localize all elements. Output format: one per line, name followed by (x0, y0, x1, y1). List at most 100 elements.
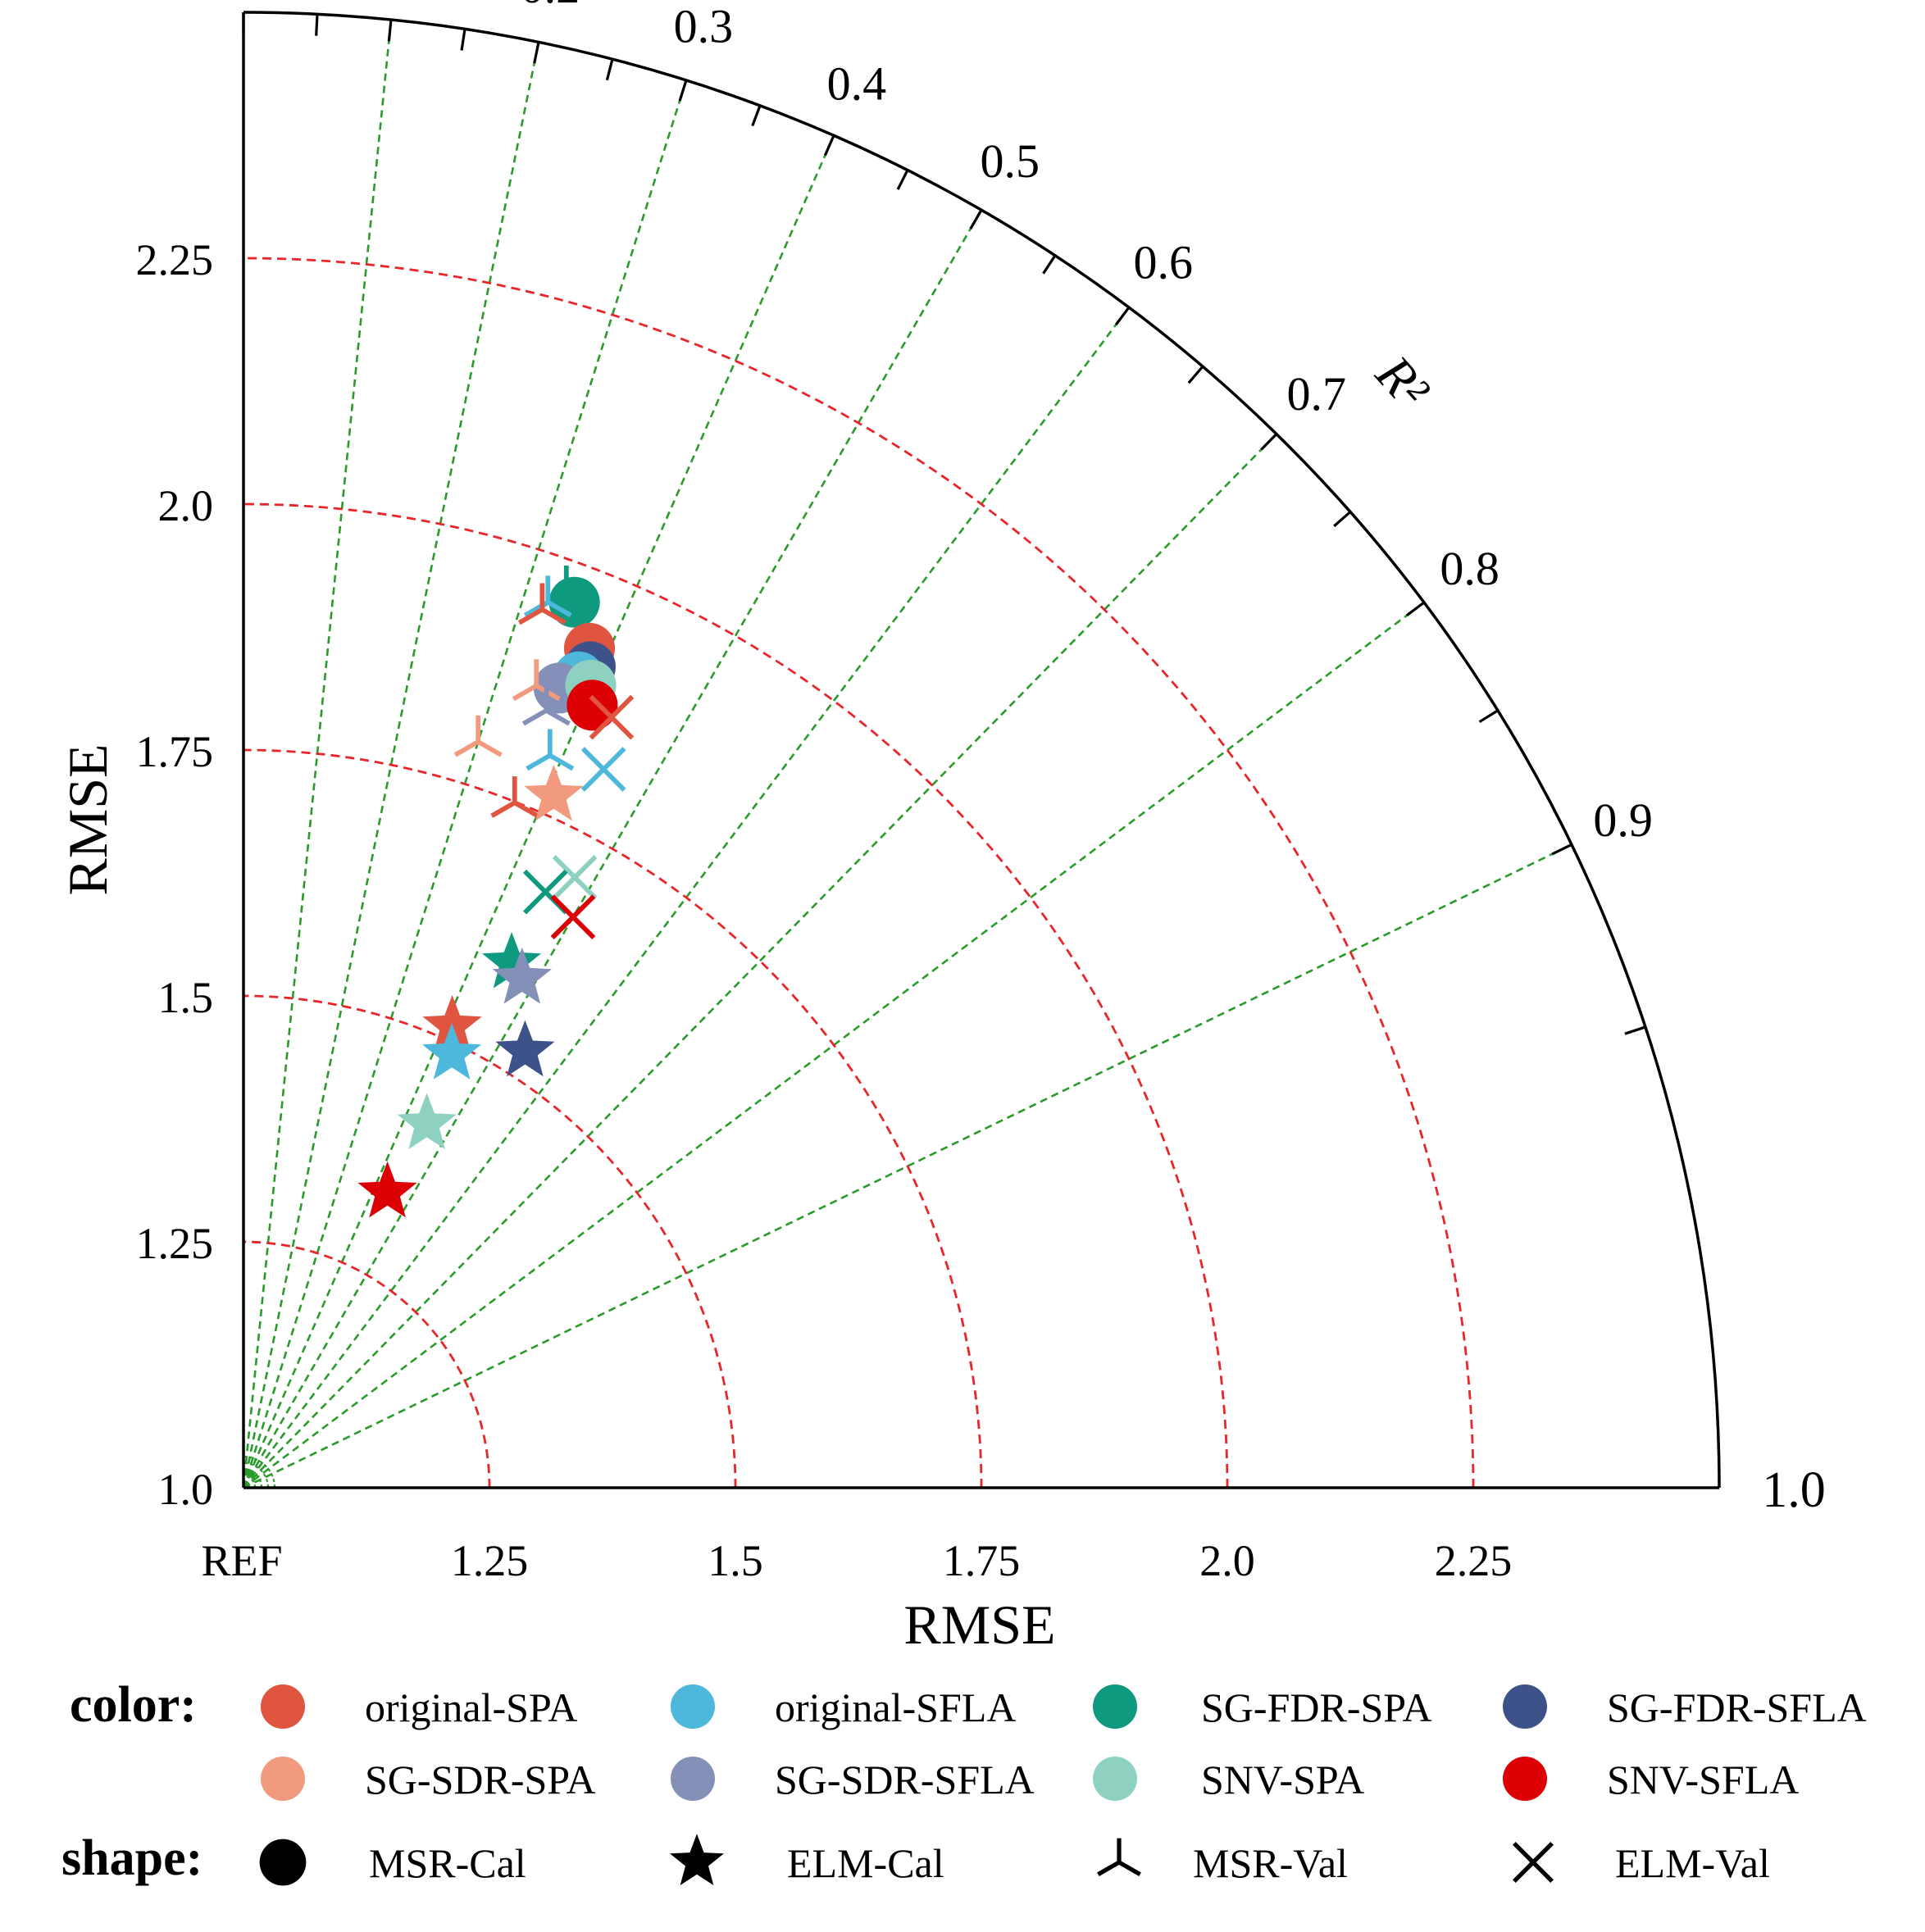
data-point-msr-val (521, 684, 571, 726)
marker-x-b (552, 855, 598, 900)
marker-circle (548, 576, 600, 628)
x-tick-label: 1.5 (708, 1536, 763, 1585)
legend-shape-label: MSR-Val (1193, 1840, 1348, 1886)
arc-major-tick (823, 134, 835, 157)
arc-minor-tick (315, 14, 319, 36)
red-rmse-arc (243, 748, 983, 1489)
points-layer (357, 565, 635, 1218)
arc-major-tick (1551, 843, 1572, 856)
marker-tri-left (517, 607, 544, 625)
arc-minor-tick (1478, 709, 1499, 724)
data-point-elm-cal (357, 1161, 417, 1218)
arc-minor-tick (1624, 1025, 1646, 1035)
legend-color-label: SG-SDR-SPA (365, 1757, 596, 1802)
legend-color-label: SG-FDR-SPA (1201, 1684, 1432, 1730)
legend-color-label: SNV-SPA (1201, 1757, 1364, 1802)
marker-tri-right (476, 739, 503, 757)
marker-tri-right (565, 589, 591, 607)
arc-minor-tick (1042, 254, 1057, 275)
marker-star (524, 764, 584, 821)
outer-arc (243, 11, 1721, 1489)
marker-tri-left (521, 708, 548, 726)
origin-ring (243, 1475, 256, 1489)
arc-minor-tick (1187, 366, 1204, 384)
marker-tri-left (512, 684, 538, 702)
arc-tick-label: 0.5 (981, 134, 1040, 188)
legend-color-swatch (671, 1684, 715, 1729)
arc-major-tick (387, 19, 393, 42)
marker-tri-right (546, 600, 572, 618)
x-tick-label: 1.75 (943, 1536, 1021, 1585)
data-point-elm-val (589, 694, 635, 740)
y-tick-label: 1.5 (158, 973, 214, 1022)
data-point-elm-cal (422, 994, 482, 1052)
marker-star (495, 1020, 555, 1077)
marker-tri-left (526, 753, 552, 771)
origin-ring (243, 1469, 262, 1489)
arc-tick-label: 0.4 (827, 57, 887, 110)
marker-circle (259, 1839, 307, 1886)
data-point-elm-cal (397, 1093, 457, 1149)
origin-ring (243, 1462, 269, 1489)
arc-tick-label: 0.9 (1593, 793, 1653, 847)
marker-x-b (522, 869, 568, 915)
y-tick-label: 1.25 (136, 1219, 214, 1268)
y-tick-label: 2.0 (158, 481, 214, 530)
x-end-label: 1.0 (1762, 1462, 1826, 1518)
marker-star (422, 1023, 482, 1080)
data-point-elm-cal (422, 1023, 482, 1080)
arc-minor-tick (460, 29, 466, 51)
data-point-msr-val (453, 715, 503, 757)
arc-major-tick (678, 80, 688, 102)
arc-major-tick (533, 42, 540, 64)
x-tick-label: 1.25 (451, 1536, 529, 1585)
marker-x-b (1513, 1842, 1554, 1883)
x-tick-label: 2.0 (1199, 1536, 1255, 1585)
marker-star (422, 994, 482, 1052)
legend-color-swatch (671, 1757, 715, 1801)
marker-x-b (580, 747, 626, 792)
data-point-msr-val (490, 776, 539, 818)
data-point-msr-cal (548, 576, 600, 628)
arc-minor-tick (1333, 511, 1352, 528)
arc-tick-label: 0.6 (1134, 235, 1194, 289)
legend-shape-swatch (1513, 1842, 1554, 1883)
data-point-msr-val (526, 729, 575, 771)
legend-color-swatch (1093, 1757, 1137, 1801)
legend-color-label: SG-SDR-SFLA (775, 1757, 1035, 1802)
legend-shape-label: ELM-Cal (787, 1840, 944, 1886)
marker-star (397, 1093, 457, 1149)
data-point-elm-cal (492, 947, 552, 1004)
legend-shape-swatch (259, 1839, 307, 1886)
arc-major-tick (1114, 307, 1131, 326)
legend-color-swatch (1093, 1684, 1137, 1729)
marker-star (357, 1161, 417, 1218)
legend-color-label: original-SFLA (775, 1684, 1016, 1730)
x-tick-label: 2.25 (1435, 1536, 1513, 1585)
y-tick-label: 1.75 (136, 727, 214, 776)
marker-star (670, 1834, 724, 1885)
legend-shape-title: shape: (61, 1830, 203, 1886)
arc-tick-label: 0.8 (1440, 542, 1499, 595)
axis-layer (242, 11, 1721, 1489)
legend-color-label: original-SPA (365, 1684, 577, 1730)
arc-minor-tick (896, 169, 909, 190)
marker-tri-right (548, 753, 575, 771)
data-point-elm-cal (524, 764, 584, 821)
legend-shape-label: ELM-Val (1615, 1840, 1770, 1886)
y-axis-title: RMSE (57, 743, 119, 895)
marker-x-b (589, 694, 635, 740)
marker-circle (567, 680, 618, 731)
legend-color-title: color: (70, 1677, 197, 1733)
legend-color-label: SNV-SFLA (1607, 1757, 1799, 1802)
marker-tri-right (513, 800, 539, 818)
marker-star (492, 947, 552, 1004)
marker-star (482, 932, 542, 989)
ref-label: REF (201, 1536, 282, 1585)
data-point-elm-val (550, 894, 596, 940)
marker-tri-right (1117, 1860, 1141, 1876)
arc-tick-label: 0.3 (674, 0, 734, 53)
red-rmse-arc (243, 257, 1475, 1489)
